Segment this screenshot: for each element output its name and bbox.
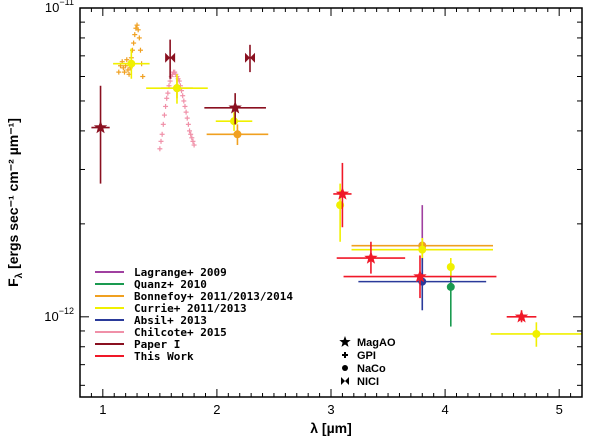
- star-marker: [335, 186, 350, 200]
- legend-label: Lagrange+ 2009: [134, 266, 227, 279]
- legend-label: Absil+ 2013: [134, 314, 207, 327]
- x-tick-label: 1: [99, 402, 106, 417]
- legend-label: Quanz+ 2010: [134, 278, 207, 291]
- star-marker: [514, 309, 529, 323]
- star-marker: [339, 336, 351, 347]
- legend-item: Absil+ 2013: [95, 314, 207, 327]
- marker-legend-label: NaCo: [357, 363, 386, 375]
- star-marker: [228, 100, 242, 114]
- marker-legend-label: GPI: [357, 350, 376, 362]
- x-tick-label: 4: [441, 402, 448, 417]
- legend-label: Bonnefoy+ 2011/2013/2014: [134, 290, 293, 303]
- y-axis-title-rest: [ergs sec⁻¹ cm⁻² µm⁻¹]: [5, 118, 21, 273]
- legend-item: This Work: [95, 350, 194, 363]
- y-tick-label-exponent: −12: [59, 306, 74, 316]
- bowtie-marker: [341, 377, 349, 385]
- marker-legend-item: NICI: [341, 376, 379, 388]
- legend-item: Quanz+ 2010: [95, 278, 207, 291]
- circle-marker: [342, 365, 348, 371]
- marker-legend-item: MagAO: [339, 336, 396, 349]
- marker-legend-item: GPI: [342, 350, 376, 362]
- circle-marker: [418, 245, 427, 254]
- circle-marker: [127, 59, 136, 68]
- x-tick-label: 5: [556, 402, 563, 417]
- legend-label: Chilcote+ 2015: [134, 326, 227, 339]
- circle-marker: [233, 130, 242, 139]
- circle-marker: [230, 117, 239, 126]
- bowtie-marker: [165, 52, 176, 63]
- plot-content: [91, 22, 582, 347]
- y-tick-label-exponent: −11: [59, 0, 74, 7]
- marker-legend-label: NICI: [357, 376, 379, 388]
- circle-marker: [532, 329, 541, 338]
- legend-item: Lagrange+ 2009: [95, 266, 227, 279]
- y-axis-title: Fλ [ergs sec⁻¹ cm⁻² µm⁻¹]: [5, 118, 25, 287]
- circle-marker: [446, 262, 455, 271]
- star-marker: [413, 269, 427, 283]
- x-tick-label: 2: [213, 402, 220, 417]
- marker-legend-item: NaCo: [342, 363, 386, 375]
- legend-item: Paper I: [95, 338, 180, 351]
- legend-item: Currie+ 2011/2013: [95, 302, 247, 315]
- legend-label: Paper I: [134, 338, 180, 351]
- circle-marker: [172, 84, 181, 93]
- bowtie-marker: [244, 52, 255, 63]
- legend-item: Chilcote+ 2015: [95, 326, 227, 339]
- marker-legend-label: MagAO: [357, 337, 396, 349]
- star-marker: [364, 251, 378, 264]
- data-series: [113, 48, 582, 347]
- data-series: [333, 162, 537, 323]
- y-axis-title-subscript: λ: [14, 272, 25, 278]
- x-tick-label: 3: [327, 402, 334, 417]
- legend-label: Currie+ 2011/2013: [134, 302, 247, 315]
- y-axis-title-main: F: [5, 278, 21, 287]
- x-axis-title: λ [µm]: [310, 420, 352, 436]
- star-marker: [93, 120, 108, 134]
- circle-marker: [446, 282, 455, 291]
- spectrum-series: [157, 69, 197, 152]
- legend-label: This Work: [134, 350, 194, 363]
- legend-item: Bonnefoy+ 2011/2013/2014: [95, 290, 293, 303]
- data-series: [91, 39, 266, 184]
